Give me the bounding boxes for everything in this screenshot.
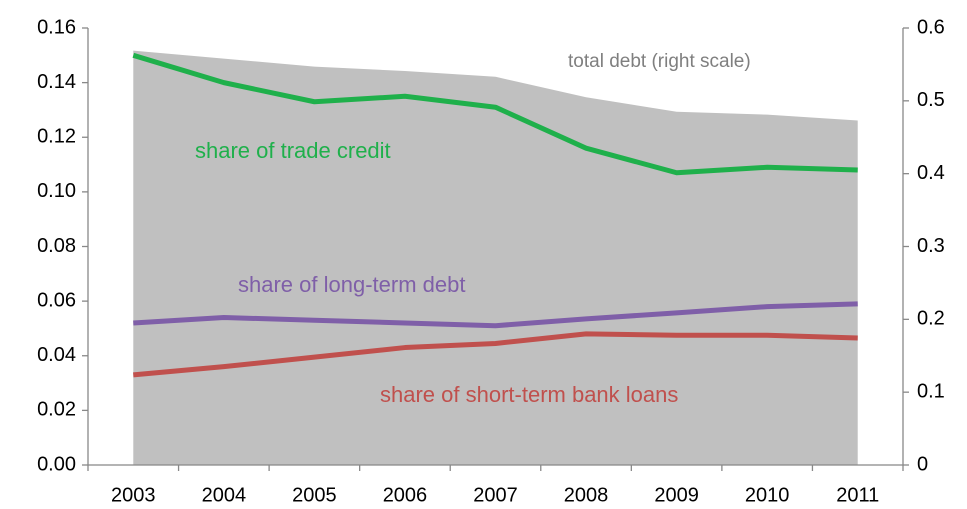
y-tick-label: 0.08	[37, 235, 76, 257]
y-tick-label: 0.04	[37, 344, 76, 366]
y-tick-label: 0.02	[37, 399, 76, 421]
y-tick-label: 0.16	[37, 16, 76, 38]
series-label: share of short-term bank loans	[380, 382, 678, 407]
y2-tick-label: 0	[917, 453, 928, 475]
x-tick-label: 2005	[292, 484, 337, 506]
line	[132, 52, 858, 176]
x-tick-label: 2007	[473, 484, 518, 506]
y2-tick-label: 0.2	[917, 308, 945, 330]
x-tick-label: 2006	[383, 484, 428, 506]
series-label: share of long-term debt	[238, 272, 465, 297]
y-tick-label: 0.06	[37, 289, 76, 311]
y2-tick-label: 0.1	[917, 380, 945, 402]
x-tick-label: 2004	[202, 484, 247, 506]
x-tick-label: 2003	[111, 484, 156, 506]
series-label: total debt (right scale)	[568, 51, 751, 72]
y2-tick-label: 0.6	[917, 16, 945, 38]
line	[133, 301, 858, 329]
area	[133, 50, 858, 465]
y2-tick-label: 0.4	[917, 162, 945, 184]
x-tick-label: 2010	[745, 484, 790, 506]
y-tick-label: 0.10	[37, 180, 76, 202]
y2-tick-label: 0.5	[917, 89, 945, 111]
y2-tick-label: 0.3	[917, 235, 945, 257]
x-tick-label: 2009	[654, 484, 699, 506]
x-tick-label: 2011	[836, 484, 879, 506]
y-tick-label: 0.14	[37, 71, 76, 93]
line	[133, 331, 858, 378]
x-tick-label: 2008	[564, 484, 609, 506]
y-tick-label: 0.00	[37, 453, 76, 475]
y-tick-label: 0.12	[37, 126, 76, 148]
series-label: share of trade credit	[195, 138, 391, 163]
